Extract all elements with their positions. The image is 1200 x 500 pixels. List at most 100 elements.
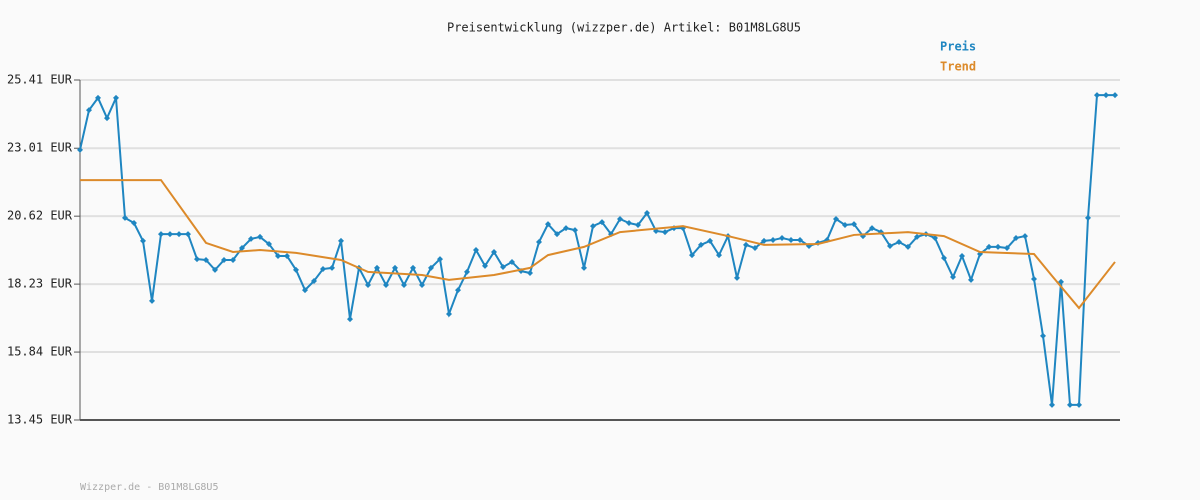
point (869, 225, 875, 232)
point (617, 216, 623, 223)
point (428, 264, 434, 271)
point (122, 214, 128, 221)
point (383, 281, 389, 288)
point (203, 256, 209, 263)
point (887, 243, 893, 250)
point (644, 210, 650, 217)
point (914, 233, 920, 240)
point (1022, 233, 1028, 240)
point (527, 270, 533, 277)
point (1004, 245, 1010, 252)
point (905, 243, 911, 250)
point (1067, 401, 1073, 408)
point (104, 115, 110, 122)
y-tick-label: 23.01 EUR (7, 141, 73, 155)
legend-label: Preis (940, 40, 976, 54)
point (176, 231, 182, 238)
point (275, 252, 281, 259)
point (266, 241, 272, 248)
point (185, 231, 191, 238)
point (959, 252, 965, 259)
point (419, 281, 425, 288)
point (86, 107, 92, 114)
point (473, 247, 479, 253)
point (437, 256, 443, 263)
point (230, 256, 236, 263)
point (392, 264, 398, 271)
y-tick-label: 20.62 EUR (7, 209, 73, 223)
point (347, 316, 353, 323)
point (491, 248, 497, 255)
point (770, 237, 776, 244)
point (113, 94, 119, 101)
point (212, 266, 218, 273)
point (221, 256, 227, 263)
point (293, 266, 299, 273)
point (932, 235, 938, 242)
point (698, 241, 704, 248)
point (734, 274, 740, 281)
point (131, 219, 137, 226)
point (248, 235, 254, 242)
point (752, 245, 758, 252)
point (284, 252, 290, 259)
point (572, 227, 578, 234)
point (1085, 214, 1091, 221)
point (338, 237, 344, 244)
point (302, 287, 308, 294)
point (1049, 401, 1055, 408)
point (311, 277, 317, 284)
point (500, 264, 506, 271)
y-tick-label: 13.45 EUR (7, 413, 73, 427)
point (833, 216, 839, 223)
point (149, 297, 155, 304)
point (482, 262, 488, 269)
point (581, 264, 587, 271)
point (941, 254, 947, 261)
point (707, 237, 713, 244)
footer: Wizzper.de - B01M8LG8U5 (80, 482, 218, 493)
point (509, 258, 515, 265)
point (599, 219, 605, 226)
point (1031, 275, 1037, 282)
chart-title: Preisentwicklung (wizzper.de) Artikel: B… (447, 21, 801, 35)
point (545, 221, 551, 228)
point (1112, 92, 1118, 99)
point (590, 223, 596, 230)
point (257, 233, 263, 240)
y-tick-label: 25.41 EUR (7, 73, 73, 87)
point (464, 268, 470, 275)
point (842, 221, 848, 228)
point (986, 243, 992, 250)
point (626, 219, 632, 226)
point (77, 146, 83, 153)
point (446, 310, 452, 317)
point (761, 237, 767, 244)
legend-label: Trend (940, 60, 976, 74)
point (536, 239, 542, 246)
point (662, 229, 668, 236)
point (1076, 401, 1082, 408)
point (239, 245, 245, 252)
point (140, 237, 146, 244)
point (1103, 92, 1109, 99)
point (320, 266, 326, 273)
point (743, 241, 749, 248)
point (95, 94, 101, 101)
point (968, 276, 974, 283)
point (365, 281, 371, 288)
point (329, 264, 335, 271)
point (401, 281, 407, 288)
series-line (80, 179, 1116, 310)
point (1094, 92, 1100, 99)
point (158, 231, 164, 238)
point (554, 231, 560, 238)
point (779, 235, 785, 242)
point (950, 274, 956, 281)
point (1040, 332, 1046, 339)
point (410, 264, 416, 271)
point (896, 239, 902, 246)
point (635, 221, 641, 228)
